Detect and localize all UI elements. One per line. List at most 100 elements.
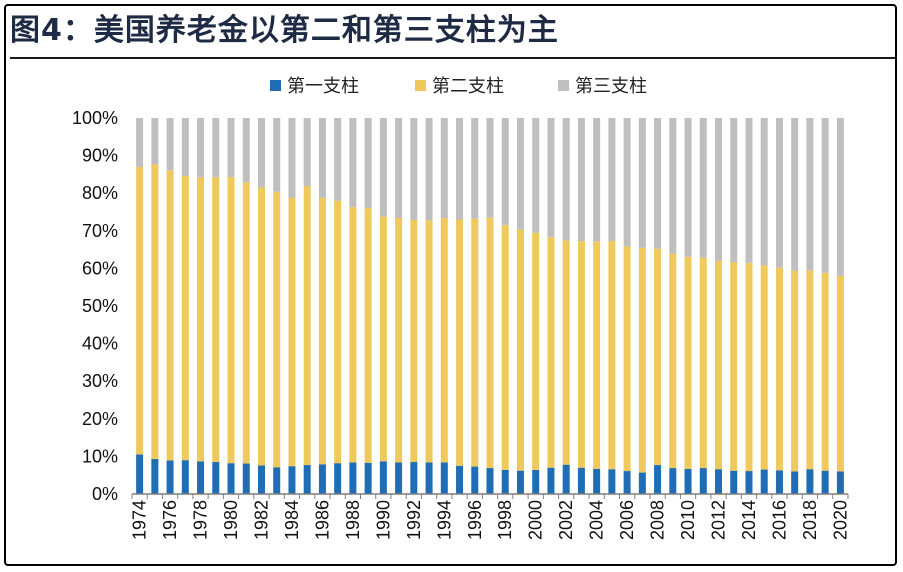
bar-segment-3 xyxy=(593,118,601,242)
bar-segment-2 xyxy=(303,186,311,466)
x-tick-label: 1992 xyxy=(404,500,424,540)
bar-segment-1 xyxy=(562,464,570,494)
chart-frame xyxy=(4,4,897,566)
bar-segment-3 xyxy=(364,118,372,209)
bar-segment-2 xyxy=(166,170,174,461)
x-tick-label: 1980 xyxy=(221,500,241,540)
bar-segment-3 xyxy=(136,118,144,167)
bar-segment-3 xyxy=(273,118,281,192)
y-tick-label: 90% xyxy=(82,146,118,166)
bar-segment-1 xyxy=(669,468,677,494)
bar-segment-1 xyxy=(623,471,631,494)
bar-segment-3 xyxy=(425,118,433,221)
bar-segment-1 xyxy=(608,469,616,494)
bar-segment-1 xyxy=(806,469,814,494)
bar-segment-3 xyxy=(486,118,494,218)
bar-segment-3 xyxy=(577,118,585,242)
bar-segment-3 xyxy=(654,118,662,249)
bar-segment-1 xyxy=(425,462,433,494)
bar-segment-3 xyxy=(562,118,570,241)
y-tick-label: 50% xyxy=(82,296,118,316)
bar-segment-2 xyxy=(821,272,829,471)
bar-segment-1 xyxy=(334,463,342,494)
bar-segment-2 xyxy=(836,275,844,472)
bar-segment-1 xyxy=(288,466,296,494)
bar-segment-3 xyxy=(410,118,418,220)
x-tick-label: 1974 xyxy=(130,500,150,540)
bar-segment-1 xyxy=(471,466,479,494)
bar-segment-3 xyxy=(212,118,220,178)
bar-segment-3 xyxy=(730,118,738,263)
bar-segment-1 xyxy=(364,462,372,494)
bar-segment-3 xyxy=(334,118,342,201)
bar-segment-1 xyxy=(654,465,662,494)
x-tick-label: 1976 xyxy=(160,500,180,540)
bar-segment-3 xyxy=(318,118,326,198)
legend-label: 第三支柱 xyxy=(575,76,647,97)
bar-segment-3 xyxy=(715,118,723,261)
bar-segment-1 xyxy=(593,468,601,494)
bar-segment-2 xyxy=(806,270,814,470)
bar-segment-2 xyxy=(684,256,692,469)
bar-segment-3 xyxy=(516,118,524,230)
x-tick-label: 1978 xyxy=(191,500,211,540)
title-divider xyxy=(10,57,897,59)
bar-segment-3 xyxy=(501,118,509,226)
bar-segment-3 xyxy=(227,118,235,178)
x-tick-label: 1982 xyxy=(251,500,271,540)
bar-segment-2 xyxy=(669,253,677,469)
bar-segment-2 xyxy=(227,177,235,464)
bar-segment-2 xyxy=(593,241,601,469)
y-tick-label: 0% xyxy=(92,484,118,504)
bar-segment-1 xyxy=(501,469,509,494)
bar-segment-3 xyxy=(288,118,296,198)
bar-segment-2 xyxy=(562,240,570,465)
bar-segment-3 xyxy=(836,118,844,276)
bar-segment-1 xyxy=(730,470,738,494)
bar-segment-2 xyxy=(715,260,723,470)
bar-segment-2 xyxy=(608,240,616,470)
y-tick-label: 70% xyxy=(82,221,118,241)
x-tick-label: 1986 xyxy=(312,500,332,540)
bar-segment-1 xyxy=(821,470,829,494)
bar-segment-3 xyxy=(379,118,387,217)
bar-segment-3 xyxy=(456,118,464,220)
bar-segment-2 xyxy=(197,177,205,462)
bar-segment-1 xyxy=(547,467,555,494)
x-tick-label: 1984 xyxy=(282,500,302,540)
bar-segment-3 xyxy=(760,118,768,266)
bar-segment-1 xyxy=(715,469,723,494)
bar-segment-2 xyxy=(638,247,646,473)
x-tick-label: 2012 xyxy=(709,500,729,540)
bar-segment-3 xyxy=(699,118,707,258)
bar-segment-3 xyxy=(303,118,311,187)
bar-segment-1 xyxy=(151,459,159,494)
legend-swatch xyxy=(415,80,426,91)
bar-segment-3 xyxy=(638,118,646,248)
x-tick-label: 2004 xyxy=(587,500,607,540)
bar-segment-1 xyxy=(836,471,844,494)
bar-segment-3 xyxy=(791,118,799,271)
bar-segment-1 xyxy=(577,467,585,494)
bar-segment-2 xyxy=(273,191,281,468)
bar-segment-1 xyxy=(775,470,783,494)
bars xyxy=(136,118,844,494)
x-tick-label: 1990 xyxy=(373,500,393,540)
bar-segment-1 xyxy=(486,468,494,494)
bar-segment-3 xyxy=(257,118,265,188)
bar-segment-3 xyxy=(471,118,479,219)
bar-segment-1 xyxy=(684,468,692,494)
bar-segment-1 xyxy=(516,470,524,494)
legend-swatch xyxy=(558,80,569,91)
y-tick-label: 20% xyxy=(82,409,118,429)
bar-segment-2 xyxy=(151,164,159,460)
x-tick-label: 2010 xyxy=(678,500,698,540)
bar-segment-1 xyxy=(699,468,707,494)
x-tick-label: 2000 xyxy=(526,500,546,540)
bar-segment-2 xyxy=(486,217,494,469)
bar-segment-1 xyxy=(212,462,220,494)
bar-segment-3 xyxy=(395,118,403,219)
bar-segment-3 xyxy=(440,118,448,219)
y-tick-label: 60% xyxy=(82,258,118,278)
